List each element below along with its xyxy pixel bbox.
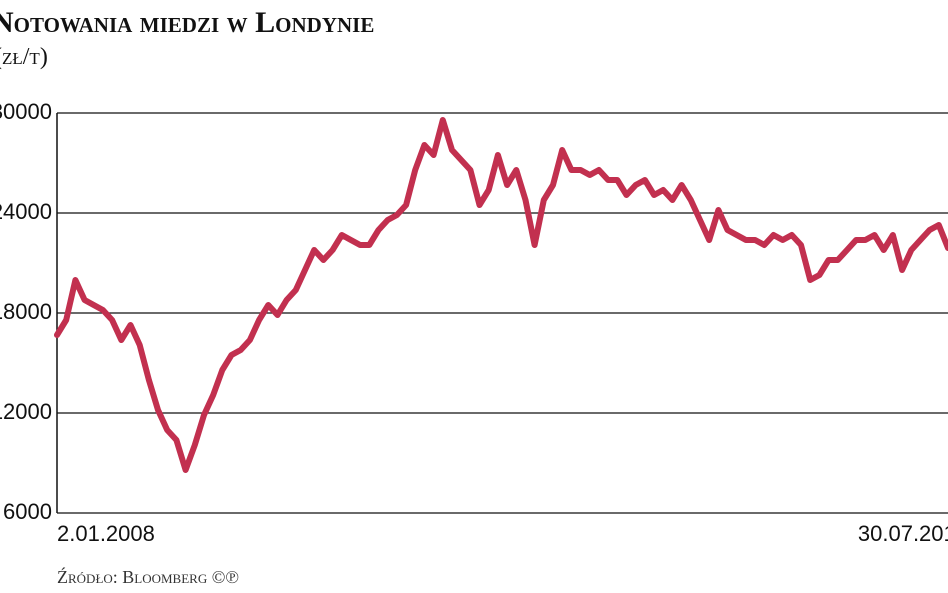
x-tick-label: 30.07.2010	[858, 521, 948, 546]
x-tick-label: 2.01.2008	[57, 521, 155, 546]
chart-title: Notowania miedzi w Londynie	[0, 6, 374, 39]
price-line	[54, 117, 948, 473]
y-tick-label: 6000	[3, 499, 52, 524]
y-tick-label: 30000	[0, 99, 52, 124]
chart-subtitle: (zł/t)	[0, 44, 48, 70]
source: Źródło: Bloomberg ©℗	[57, 566, 239, 587]
y-tick-label: 12000	[0, 399, 52, 424]
y-tick-label: 24000	[0, 199, 52, 224]
y-tick-label: 18000	[0, 299, 52, 324]
